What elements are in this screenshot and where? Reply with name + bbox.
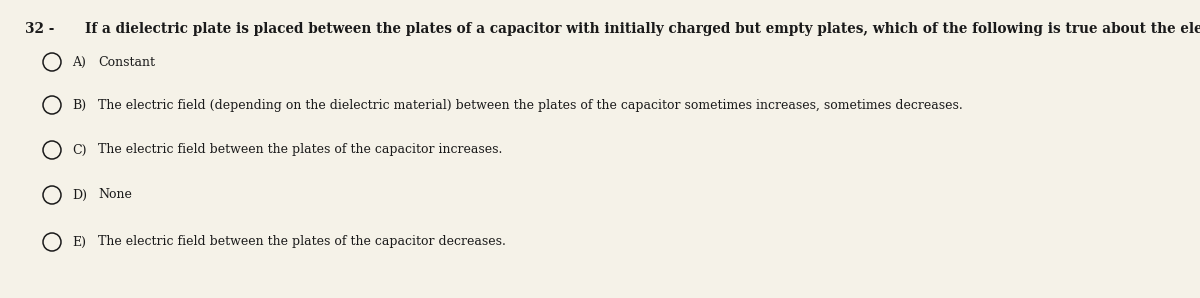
Text: B): B) xyxy=(72,99,86,111)
Text: The electric field between the plates of the capacitor decreases.: The electric field between the plates of… xyxy=(98,235,506,249)
Text: C): C) xyxy=(72,144,86,156)
Text: Constant: Constant xyxy=(98,55,155,69)
Text: D): D) xyxy=(72,189,88,201)
Text: E): E) xyxy=(72,235,86,249)
Text: The electric field between the plates of the capacitor increases.: The electric field between the plates of… xyxy=(98,144,503,156)
Text: 32 -: 32 - xyxy=(25,22,54,36)
Text: None: None xyxy=(98,189,132,201)
Text: If a dielectric plate is placed between the plates of a capacitor with initially: If a dielectric plate is placed between … xyxy=(85,22,1200,36)
Text: A): A) xyxy=(72,55,86,69)
Text: The electric field (depending on the dielectric material) between the plates of : The electric field (depending on the die… xyxy=(98,99,962,111)
